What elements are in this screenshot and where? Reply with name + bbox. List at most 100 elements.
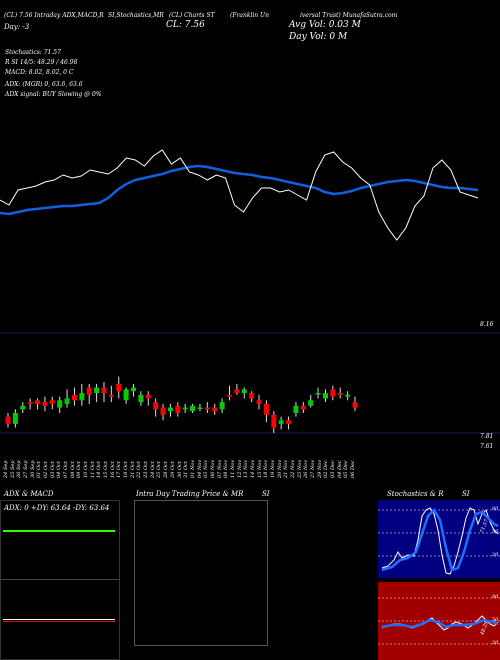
candle-body (5, 416, 11, 424)
date-label: 16 Oct (109, 461, 116, 478)
header-title-left: (CL) 7.56 Intraday ADX,MACD,R (4, 12, 104, 19)
sma-line (0, 164, 479, 216)
date-label: 06 Dec (350, 460, 356, 478)
macd-signal-line (3, 621, 115, 622)
avg-vol: Avg Vol: 0.03 M (289, 20, 361, 30)
candle-body (153, 402, 159, 410)
adx-panel: ADX: 0 +DY: 63.64 -DY: 63.64 (0, 500, 120, 660)
rsi-axis-50: 50 (492, 617, 499, 623)
price-axis-top: 8.16 (480, 321, 494, 328)
date-label: 27 Sep (23, 460, 30, 478)
candle-body (108, 394, 114, 397)
intraday-panel-title: Intra Day Trading Price & MR (136, 490, 244, 498)
date-label: 21 Oct (129, 461, 136, 478)
date-label: 10 Oct (83, 461, 90, 478)
date-label: 26 Nov (303, 459, 310, 478)
date-label: 20 Nov (276, 459, 283, 478)
candle-body (145, 394, 151, 399)
date-label: 01 Nov (189, 459, 196, 478)
stoch-panel-title2: SI (462, 490, 470, 498)
candle-body (20, 405, 26, 410)
date-label: 07 Oct (63, 461, 70, 478)
rsi-axis-80: 80 (492, 594, 499, 600)
stoch-panel-title: Stochastics & R (387, 490, 444, 498)
date-label: 25 Sep (9, 460, 16, 478)
date-label: 31 Oct (183, 461, 190, 478)
price-axis-bottom2: 7.61 (480, 443, 494, 450)
candle-body (293, 405, 299, 413)
candle-body (204, 407, 210, 410)
header-title-mid2: (CL) Charts ST (169, 12, 215, 19)
date-label: 08 Nov (223, 459, 230, 478)
date-label: 03 Oct (49, 461, 56, 478)
date-label: 19 Nov (269, 459, 276, 478)
adx-readout: ADX: (MGR) 0, 63.6, 63.6 (5, 81, 83, 88)
candle-body (138, 394, 144, 403)
adx-signal: ADX signal: BUY Slowing @ 0% (5, 91, 102, 98)
candle-body (197, 407, 203, 410)
candle-body (71, 394, 77, 401)
date-label: 18 Oct (123, 461, 130, 478)
candle-body (123, 389, 129, 401)
adx-divider (1, 579, 119, 580)
date-label: 30 Sep (29, 460, 36, 478)
stochastics-readout: Stochastics: 71.57 (5, 49, 61, 56)
date-label: 29 Nov (316, 459, 323, 478)
header-title-right2: iversal Trust) MunafaSutra.com (300, 12, 398, 19)
price-chart (0, 149, 500, 434)
date-label: 22 Oct (136, 461, 143, 478)
date-label: 30 Oct (176, 461, 183, 478)
candle-body (160, 407, 166, 415)
date-label: 09 Oct (76, 461, 83, 478)
date-label: 26 Sep (16, 460, 23, 478)
candle-body (337, 393, 343, 395)
date-label: 12 Nov (236, 459, 243, 478)
candle-body (249, 393, 255, 399)
header-title-mid: SI,Stochastics,MR (108, 12, 164, 19)
candle-body (86, 387, 92, 395)
date-label: 05 Dec (343, 460, 350, 478)
rsi-readout: R SI 14/5: 48.29 / 46.98 (5, 59, 78, 66)
date-label: 25 Nov (296, 459, 303, 478)
candle-body (64, 398, 70, 404)
date-label: 02 Oct (43, 461, 50, 478)
date-label: 24 Sep (3, 460, 9, 478)
candle-body (131, 387, 137, 392)
candle-body (263, 403, 269, 415)
adx-panel-title: ADX & MACD (4, 490, 54, 498)
date-label: 11 Oct (89, 461, 96, 478)
date-label: 06 Nov (209, 459, 216, 478)
candle-body (322, 393, 328, 399)
candle-body (256, 400, 262, 404)
candle-body (42, 402, 48, 406)
date-label: 04 Nov (196, 459, 203, 478)
candle-body (12, 413, 18, 424)
date-label: 01 Oct (36, 461, 43, 478)
candle-body (330, 389, 336, 397)
adx-panel-readout: ADX: 0 +DY: 63.64 -DY: 63.64 (4, 504, 110, 512)
date-label: 27 Nov (309, 459, 316, 478)
date-label: 14 Nov (249, 459, 256, 478)
header-title-right: (Franklin Un (230, 12, 269, 19)
candle-body (167, 407, 173, 412)
date-label: 24 Oct (149, 461, 156, 478)
stoch-axis-50: 50 (492, 529, 499, 535)
candle-body (116, 383, 122, 392)
date-label: 08 Oct (69, 461, 76, 478)
candle-body (278, 420, 284, 424)
candle-body (234, 389, 240, 393)
candle-body (101, 387, 107, 393)
candle-body (226, 394, 232, 397)
date-label: 13 Nov (243, 459, 250, 478)
date-label: 11 Nov (229, 459, 236, 478)
candle-body (49, 400, 55, 404)
intraday-panel (134, 500, 268, 646)
candle-body (94, 387, 100, 393)
candle-body (271, 414, 277, 428)
candle-body (27, 402, 33, 404)
price-axis-bottom1: 7.81 (480, 433, 494, 440)
candle-body (182, 407, 188, 410)
adx-signal-line (3, 530, 115, 532)
candle-body (345, 394, 351, 397)
date-label: 14 Oct (96, 461, 103, 478)
